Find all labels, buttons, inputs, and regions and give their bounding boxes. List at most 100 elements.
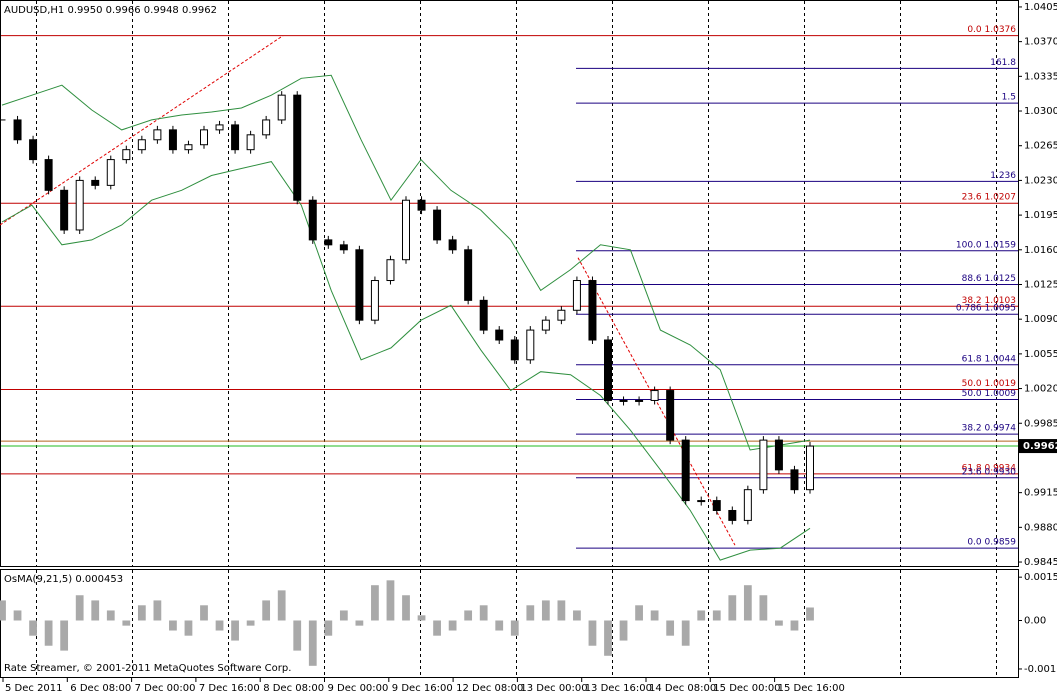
candle — [666, 390, 675, 441]
osma-bar — [153, 600, 162, 621]
candle — [697, 500, 706, 503]
candle — [184, 144, 193, 151]
candle — [464, 249, 473, 301]
y-tick-label: 0.9880 — [1024, 522, 1057, 533]
candle — [572, 280, 581, 311]
price-label: 0.9962 — [1023, 441, 1057, 452]
fib-label: 50.0 1.0019 — [962, 379, 1017, 389]
y-tick-label: 1.0020 — [1024, 384, 1057, 395]
candle — [168, 129, 177, 151]
osma-bar — [697, 610, 706, 621]
osma-title: OsMA(9,21,5) 0.000453 — [4, 574, 123, 585]
osma-bar — [308, 620, 317, 666]
osma-bar — [495, 620, 504, 631]
fib-label: 1.5 — [1002, 93, 1016, 103]
candle — [370, 280, 379, 321]
osma-tick-label: -0.00169 — [1024, 664, 1057, 675]
osma-bar — [13, 610, 22, 621]
candle — [650, 390, 659, 401]
fib-label: 23.6 0.9930 — [962, 467, 1017, 477]
candle — [712, 500, 721, 511]
osma-bar — [775, 620, 783, 626]
osma-bar — [526, 605, 535, 621]
candle — [526, 329, 535, 361]
osma-bar — [448, 620, 457, 631]
y-tick-label: 0.9915 — [1024, 488, 1057, 499]
y-tick-label: 1.0090 — [1024, 314, 1057, 325]
candle — [215, 124, 224, 131]
osma-bar — [790, 620, 799, 631]
y-tick-label: 0.9845 — [1024, 557, 1057, 568]
osma-bar — [371, 585, 379, 621]
candle — [448, 239, 457, 251]
osma-bar — [231, 620, 239, 641]
candle — [308, 199, 317, 241]
candle — [262, 119, 271, 136]
osma-bar — [137, 605, 146, 621]
x-tick-label: 14 Dec 08:00 — [649, 683, 716, 694]
trend-line — [0, 35, 284, 226]
candle — [200, 129, 208, 146]
candle — [417, 199, 426, 211]
main-panel — [0, 0, 1019, 567]
candle — [774, 439, 783, 471]
y-tick-label: 1.0265 — [1024, 141, 1057, 152]
fib-label: 161.8 — [990, 58, 1016, 68]
fib-label: 23.6 1.0207 — [962, 193, 1016, 203]
y-tick-label: 1.0160 — [1024, 245, 1057, 256]
x-tick-label: 13 Dec 00:00 — [520, 683, 587, 694]
osma-bar — [650, 610, 659, 621]
x-tick-label: 7 Dec 00:00 — [135, 683, 196, 694]
candle — [231, 124, 240, 151]
fib-label: 0.0 0.9859 — [967, 538, 1016, 548]
osma-bar — [619, 620, 628, 641]
candle — [541, 319, 550, 331]
osma-bar — [91, 600, 100, 621]
x-tick-label: 9 Dec 00:00 — [328, 683, 389, 694]
candle — [122, 149, 131, 161]
osma-bar — [806, 607, 814, 621]
candle — [433, 209, 442, 241]
candle — [479, 299, 488, 331]
fib-label: 38.2 1.0103 — [962, 296, 1016, 306]
candle — [44, 159, 53, 191]
candle — [13, 119, 22, 141]
osma-bar — [60, 620, 69, 651]
candle — [355, 249, 364, 321]
header: AUDUSD,H1 0.9950 0.9966 0.9948 0.9962 — [4, 5, 217, 16]
fib-label: 61.8 1.0044 — [962, 354, 1017, 364]
x-tick-label: 13 Dec 16:00 — [585, 683, 652, 694]
x-tick-label: 7 Dec 16:00 — [199, 683, 260, 694]
candle — [743, 489, 752, 521]
y-tick-label: 1.0125 — [1024, 279, 1057, 290]
osma-bar — [169, 620, 177, 631]
osma-bar — [557, 600, 566, 621]
osma-bar — [712, 610, 721, 621]
x-tick-label: 9 Dec 16:00 — [392, 683, 453, 694]
candle — [153, 129, 162, 141]
candle — [339, 244, 348, 251]
candle — [604, 339, 612, 401]
osma-tick-label: 0.00151 — [1024, 572, 1057, 583]
candle — [386, 259, 395, 282]
fib-label: 0.786 1.0095 — [956, 304, 1016, 314]
fib-label: 61.8 0.9934 — [962, 463, 1017, 473]
osma-bar — [666, 620, 675, 636]
osma-bar — [510, 620, 519, 636]
osma-bar — [262, 600, 271, 621]
osma-bar — [106, 610, 115, 621]
osma-bar — [122, 620, 131, 626]
y-tick-label: 1.0335 — [1024, 71, 1057, 82]
candle — [246, 134, 255, 151]
osma-bar — [324, 620, 333, 636]
fib-label: 88.6 1.0125 — [962, 274, 1016, 284]
x-tick-label: 8 Dec 08:00 — [263, 683, 324, 694]
y-tick-label: 0.9985 — [1024, 418, 1057, 429]
candle — [557, 309, 566, 321]
y-tick-label: 1.0195 — [1024, 210, 1057, 221]
candle — [806, 445, 814, 491]
osma-bar — [215, 620, 224, 631]
price-label-box — [1019, 439, 1057, 454]
osma-bar — [29, 620, 37, 636]
